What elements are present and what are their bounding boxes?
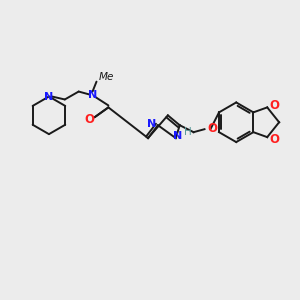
Text: N: N	[173, 131, 182, 141]
Text: N: N	[44, 92, 54, 101]
Text: N: N	[88, 89, 97, 100]
Text: O: O	[269, 133, 279, 146]
Text: N: N	[147, 119, 157, 129]
Text: O: O	[85, 113, 94, 126]
Text: Me: Me	[98, 72, 114, 82]
Text: H: H	[184, 127, 191, 137]
Text: O: O	[208, 122, 218, 135]
Text: O: O	[269, 99, 279, 112]
